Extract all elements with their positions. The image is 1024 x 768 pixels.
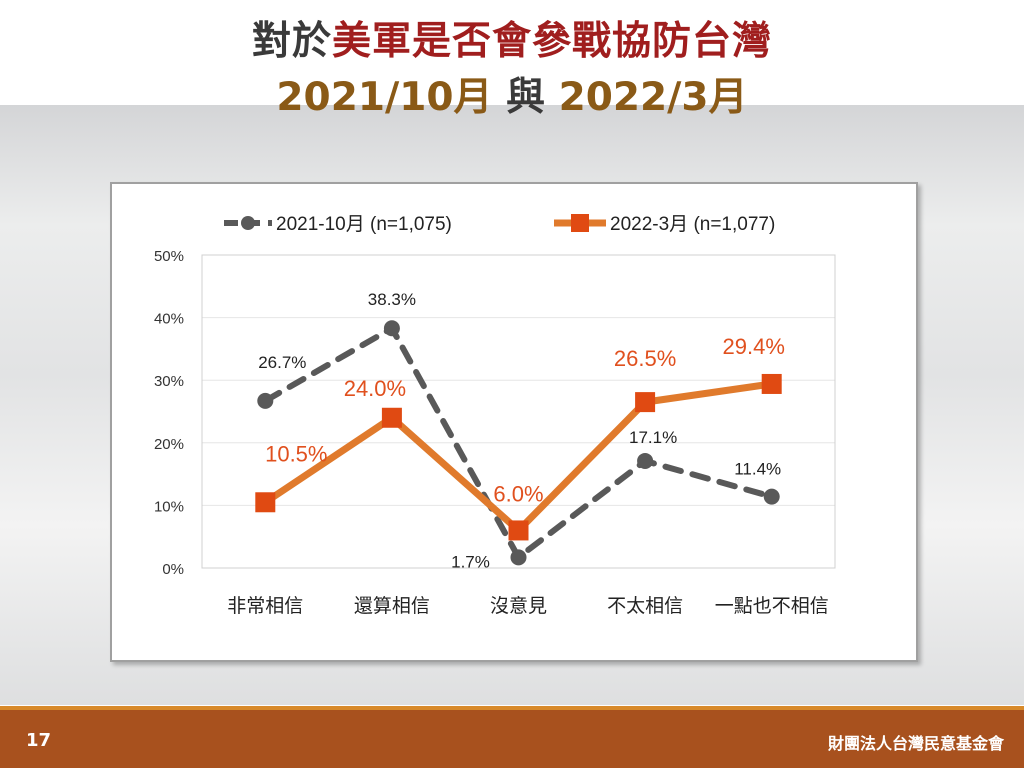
footer-accent-line — [0, 706, 1024, 710]
footer-bar — [0, 710, 1024, 768]
x-tick-label: 還算相信 — [354, 595, 430, 617]
legend-marker-2022 — [571, 214, 589, 232]
y-tick-label: 30% — [154, 373, 184, 390]
y-tick-label: 50% — [154, 248, 184, 265]
data-point-2022 — [255, 492, 276, 513]
subtitle-date1: 2021/10月 — [276, 75, 493, 120]
data-label-2021: 17.1% — [629, 428, 677, 447]
data-point-2021 — [763, 488, 780, 505]
data-label-2022: 6.0% — [493, 481, 543, 506]
data-point-2022 — [381, 407, 402, 428]
data-label-2022: 26.5% — [614, 346, 676, 371]
y-tick-label: 0% — [162, 561, 184, 578]
data-label-2022: 24.0% — [344, 376, 406, 401]
data-point-2021 — [637, 452, 654, 469]
data-point-2022 — [635, 392, 656, 413]
series-line-2022 — [263, 380, 773, 534]
data-label-2022: 29.4% — [723, 334, 785, 359]
page-subtitle: 2021/10月 與 2022/3月 — [0, 66, 1024, 122]
line-chart: 0% 10% 20% 30% 40% 50% 非常相信 還算相信 沒意見 不太相信 一點也不相信 26… — [154, 214, 836, 617]
data-point-2022 — [508, 520, 529, 541]
x-tick-label: 一點也不相信 — [715, 595, 829, 617]
x-tick-label: 不太相信 — [607, 595, 683, 617]
data-label-2021: 38.3% — [368, 290, 416, 309]
subtitle-date2: 2022/3月 — [558, 75, 748, 120]
y-tick-label: 20% — [154, 436, 184, 453]
plot-area-border — [201, 254, 836, 569]
legend-label-2021: 2021-10月 (n=1,075) — [276, 214, 452, 235]
data-label-2021: 11.4% — [734, 460, 781, 479]
page-title: 對於美軍是否會參戰協防台灣 — [0, 10, 1024, 66]
data-point-2021 — [510, 549, 527, 566]
legend-marker-2021 — [241, 216, 255, 230]
page-number: 17 — [26, 730, 52, 751]
subtitle-connector: 與 — [492, 75, 559, 120]
x-tick-label: 非常相信 — [227, 595, 303, 617]
x-tick-label: 沒意見 — [490, 595, 547, 617]
y-tick-label: 40% — [154, 311, 184, 328]
data-label-2021: 26.7% — [258, 353, 306, 372]
organization-name: 財團法人台灣民意基金會 — [827, 734, 1004, 753]
chart-panel: 0% 10% 20% 30% 40% 50% 非常相信 還算相信 沒意見 不太相信 一點也不相信 26… — [110, 182, 918, 662]
legend-label-2022: 2022-3月 (n=1,077) — [610, 214, 775, 235]
data-label-2022: 10.5% — [265, 441, 327, 466]
data-point-2021 — [383, 320, 400, 337]
title-prefix: 對於 — [251, 19, 332, 64]
title-highlight: 美軍是否會參戰協防台灣 — [332, 19, 773, 64]
data-point-2021 — [257, 392, 274, 409]
y-tick-label: 10% — [154, 498, 184, 515]
data-label-2021: 1.7% — [451, 552, 490, 571]
data-point-2022 — [761, 373, 782, 394]
